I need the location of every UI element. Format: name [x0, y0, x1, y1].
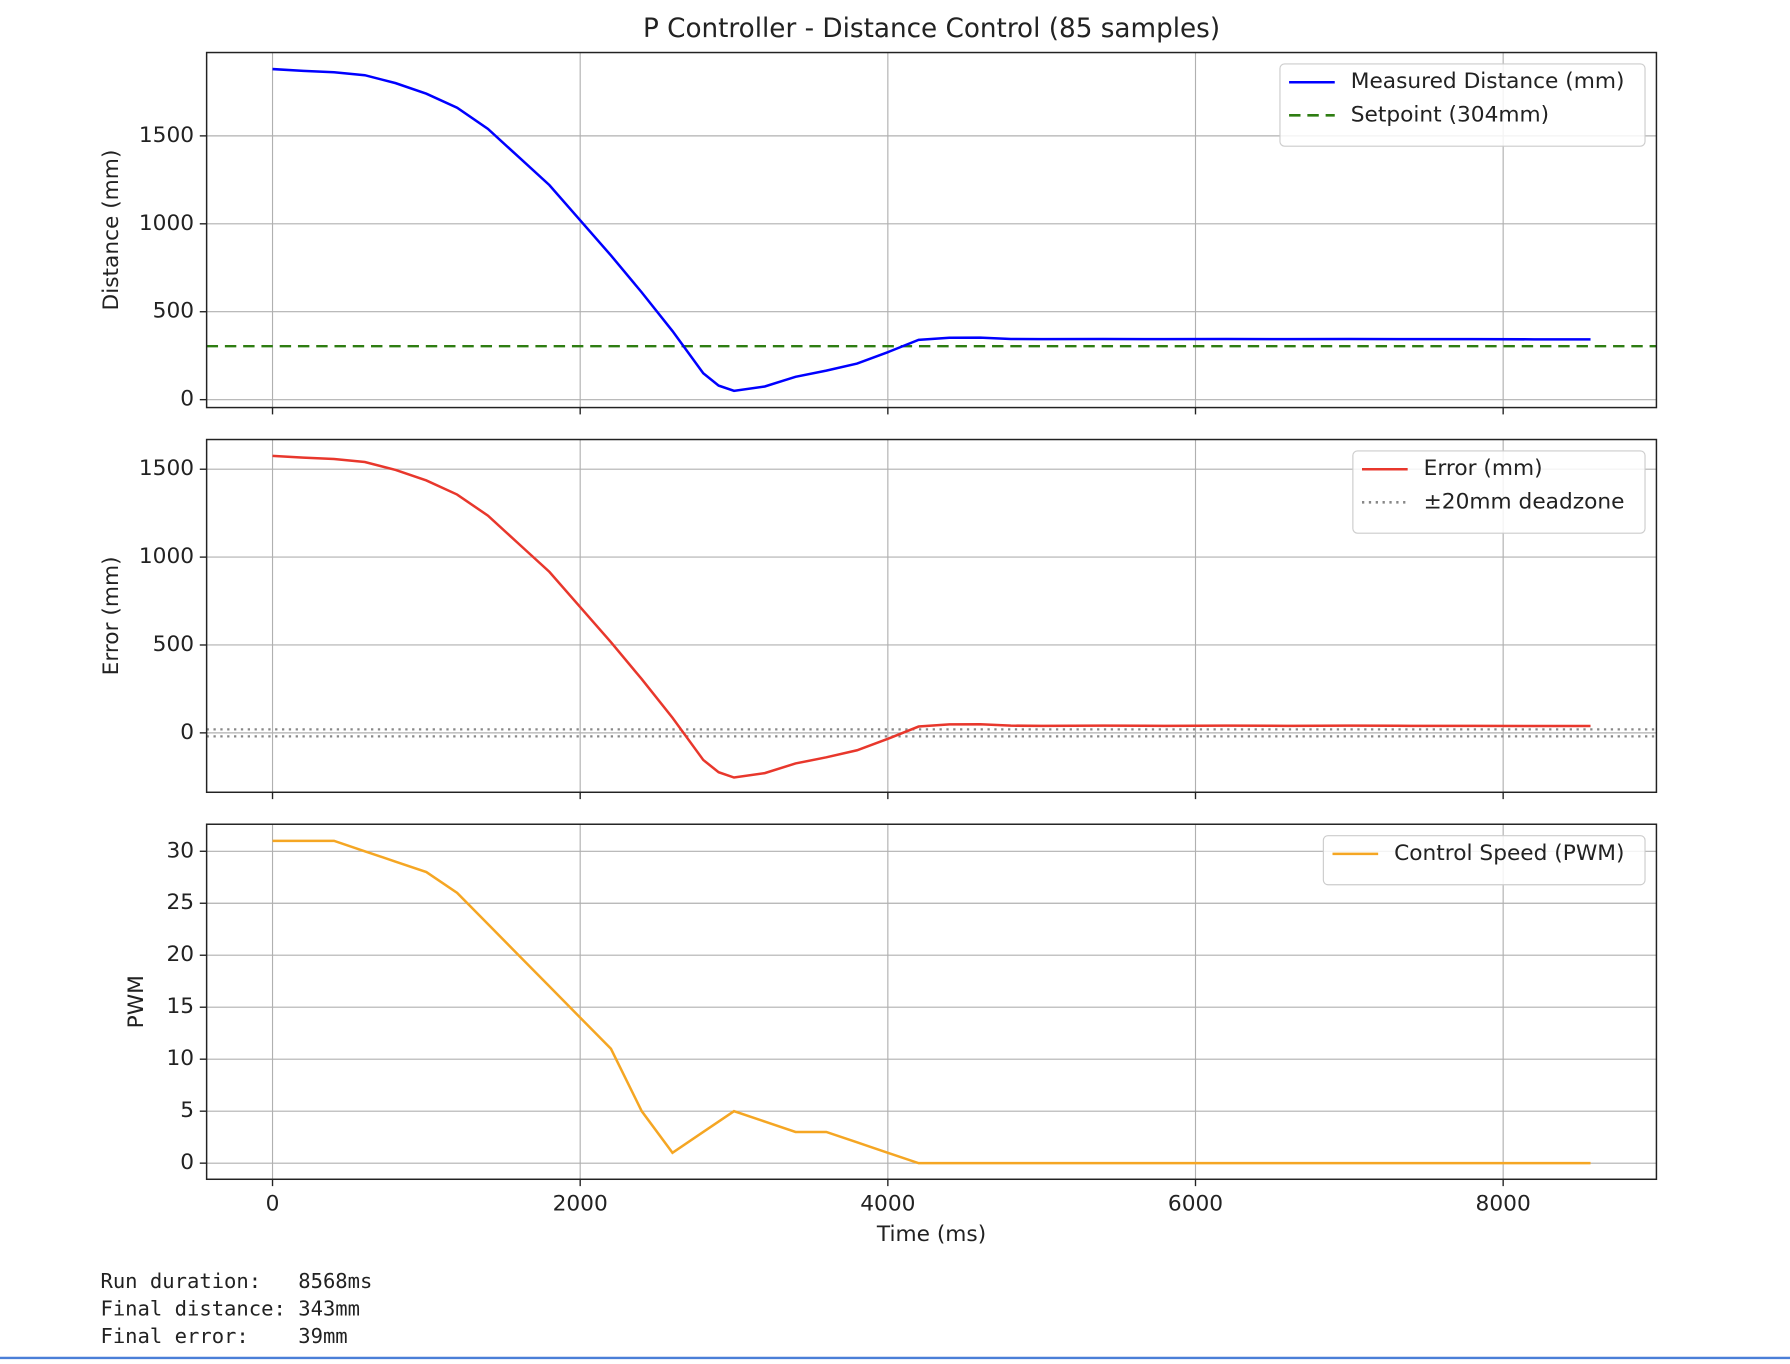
- y-axis-label: Error (mm): [99, 556, 124, 675]
- legend: Measured Distance (mm) Setpoint (304mm): [1279, 63, 1646, 147]
- y-tick-label: 5: [180, 1098, 194, 1123]
- y-tick-label: 1500: [139, 123, 194, 148]
- y-tick-label: 500: [153, 299, 194, 324]
- data-line: [272, 839, 1591, 1165]
- footer-line: Run duration: 8568ms: [100, 1269, 372, 1293]
- legend: Error (mm) ±20mm deadzone: [1352, 450, 1646, 534]
- legend-box: [1322, 835, 1646, 886]
- legend-label: Setpoint (304mm): [1351, 102, 1549, 127]
- legend: Control Speed (PWM): [1322, 835, 1646, 886]
- footer-line: Final error: 39mm: [100, 1324, 347, 1348]
- y-axis-label: PWM: [124, 975, 149, 1028]
- plot-frame: [205, 51, 1658, 409]
- plot-frame: [205, 823, 1658, 1181]
- legend-label: Measured Distance (mm): [1351, 69, 1625, 94]
- y-tick-label: 0: [180, 387, 194, 412]
- legend-label: ±20mm deadzone: [1424, 489, 1625, 514]
- y-tick-label: 0: [180, 1150, 194, 1175]
- y-tick-label: 1500: [139, 456, 194, 481]
- legend-label: Control Speed (PWM): [1394, 841, 1624, 866]
- y-tick-label: 1000: [139, 544, 194, 569]
- x-tick-label: 0: [266, 1191, 280, 1216]
- y-axis-label: Distance (mm): [99, 150, 124, 311]
- y-tick-label: 0: [180, 720, 194, 745]
- y-tick-label: 1000: [139, 211, 194, 236]
- legend-box: [1352, 450, 1646, 534]
- y-tick-label: 10: [166, 1046, 194, 1071]
- legend-box: [1279, 63, 1646, 147]
- x-tick-label: 4000: [860, 1191, 915, 1216]
- x-tick-label: 2000: [553, 1191, 608, 1216]
- y-tick-label: 25: [166, 890, 194, 915]
- legend-label: Error (mm): [1424, 456, 1543, 481]
- y-tick-label: 500: [153, 632, 194, 657]
- y-tick-label: 30: [166, 838, 194, 863]
- x-axis-label: Time (ms): [876, 1222, 986, 1247]
- y-tick-label: 20: [166, 942, 194, 967]
- x-tick-label: 8000: [1476, 1191, 1531, 1216]
- plot-frame: [205, 438, 1658, 794]
- data-line: [272, 67, 1591, 393]
- footer-line: Final distance: 343mm: [100, 1296, 360, 1320]
- x-tick-label: 6000: [1168, 1191, 1223, 1216]
- data-line: [272, 454, 1591, 779]
- y-tick-label: 15: [166, 994, 194, 1019]
- figure-title: P Controller - Distance Control (85 samp…: [643, 14, 1220, 44]
